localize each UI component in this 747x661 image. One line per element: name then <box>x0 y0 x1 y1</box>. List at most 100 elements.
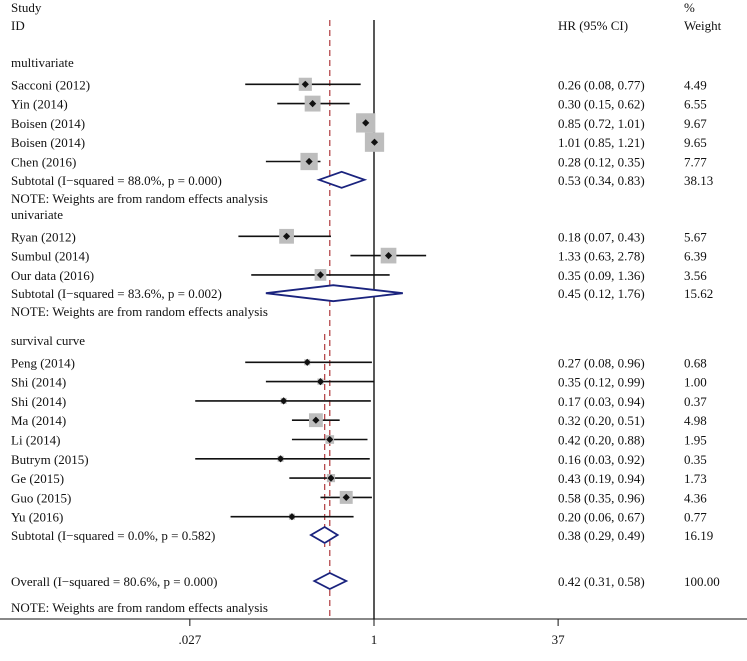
overall-ci-text: 0.42 (0.31, 0.58) <box>558 574 645 589</box>
study-label: Shi (2014) <box>11 375 66 390</box>
study-weight: 3.56 <box>684 268 707 283</box>
study-label: Ryan (2012) <box>11 229 76 244</box>
study-weight: 7.77 <box>684 155 707 170</box>
study-ci-text: 0.20 (0.06, 0.67) <box>558 510 645 525</box>
study-ci-text: 0.28 (0.12, 0.35) <box>558 155 645 170</box>
point-estimate <box>316 271 325 279</box>
study-weight: 1.00 <box>684 375 707 390</box>
study-weight: 1.73 <box>684 471 707 486</box>
study-label: Sacconi (2012) <box>11 77 90 92</box>
study-weight: 0.37 <box>684 394 707 409</box>
header-percent: % <box>684 0 695 15</box>
x-tick-label: 37 <box>552 632 566 647</box>
study-ci-text: 0.17 (0.03, 0.94) <box>558 394 645 409</box>
study-ci-text: 0.32 (0.20, 0.51) <box>558 413 645 428</box>
x-axis: .027 1 37 <box>0 618 747 647</box>
subgroup-label: survival curve <box>11 333 85 348</box>
point-estimate <box>362 119 370 127</box>
subtotal-label: Subtotal (I−squared = 0.0%, p = 0.582) <box>11 528 215 543</box>
subgroup-note: NOTE: Weights are from random effects an… <box>11 304 268 319</box>
study-ci-text: 0.27 (0.08, 0.96) <box>558 355 645 370</box>
subtotal-ci-text: 0.38 (0.29, 0.49) <box>558 528 645 543</box>
point-estimate <box>288 513 296 521</box>
text-layer: Study ID HR (95% CI) % Weight multivaria… <box>11 0 722 615</box>
study-weight: 4.49 <box>684 77 707 92</box>
point-estimate <box>384 252 393 260</box>
study-ci-text: 0.85 (0.72, 1.01) <box>558 116 645 131</box>
subgroup-label: univariate <box>11 207 63 222</box>
point-estimate <box>316 378 325 386</box>
header-id: ID <box>11 18 25 33</box>
header-hr: HR (95% CI) <box>558 18 628 33</box>
subtotal-ci-text: 0.45 (0.12, 1.76) <box>558 286 645 301</box>
study-label: Yu (2016) <box>11 510 63 525</box>
study-weight: 0.35 <box>684 452 707 467</box>
study-weight: 9.65 <box>684 135 707 150</box>
study-ci-text: 0.58 (0.35, 0.96) <box>558 490 645 505</box>
study-weight: 0.77 <box>684 510 707 525</box>
header-study: Study <box>11 0 42 15</box>
study-label: Yin (2014) <box>11 97 68 112</box>
point-estimate <box>326 435 334 444</box>
study-label: Our data (2016) <box>11 268 94 283</box>
subgroup-note: NOTE: Weights are from random effects an… <box>11 191 268 206</box>
study-label: Butrym (2015) <box>11 452 89 467</box>
point-estimate <box>327 474 335 482</box>
overall-diamond <box>312 571 349 591</box>
study-weight: 6.39 <box>684 249 707 264</box>
study-ci-text: 1.01 (0.85, 1.21) <box>558 135 645 150</box>
subgroup-label: multivariate <box>11 55 74 70</box>
point-estimate <box>301 80 309 88</box>
study-weight: 4.98 <box>684 413 707 428</box>
x-tick-label: 1 <box>371 632 378 647</box>
study-label: Shi (2014) <box>11 394 66 409</box>
study-weight: 5.67 <box>684 229 707 244</box>
subtotal-diamond <box>265 284 403 303</box>
marks-layer <box>195 77 427 591</box>
header-weight: Weight <box>684 18 722 33</box>
point-estimate <box>370 138 379 146</box>
subtotal-weight: 15.62 <box>684 286 713 301</box>
study-label: Peng (2014) <box>11 355 75 370</box>
reference-lines-layer <box>324 20 375 619</box>
point-estimate <box>342 493 350 501</box>
point-estimate <box>305 157 313 166</box>
study-weight: 9.67 <box>684 116 707 131</box>
study-weight: 0.68 <box>684 355 707 370</box>
point-estimate <box>276 455 285 463</box>
study-ci-text: 0.35 (0.09, 1.36) <box>558 268 645 283</box>
study-ci-text: 0.26 (0.08, 0.77) <box>558 77 645 92</box>
study-label: Boisen (2014) <box>11 116 85 131</box>
point-estimate <box>312 416 320 424</box>
study-ci-text: 0.43 (0.19, 0.94) <box>558 471 645 486</box>
overall-label: Overall (I−squared = 80.6%, p = 0.000) <box>11 574 217 589</box>
study-label: Ge (2015) <box>11 471 64 486</box>
overall-weight: 100.00 <box>684 574 720 589</box>
point-estimate <box>282 232 291 240</box>
study-label: Guo (2015) <box>11 490 71 505</box>
study-weight: 4.36 <box>684 490 707 505</box>
point-estimate <box>280 397 288 405</box>
subtotal-diamond <box>316 170 368 189</box>
study-ci-text: 0.16 (0.03, 0.92) <box>558 452 645 467</box>
point-estimate <box>303 358 311 366</box>
subtotal-diamond <box>309 525 340 545</box>
subtotal-label: Subtotal (I−squared = 88.0%, p = 0.000) <box>11 173 222 188</box>
footer-note: NOTE: Weights are from random effects an… <box>11 600 268 615</box>
subtotal-weight: 38.13 <box>684 173 713 188</box>
study-ci-text: 1.33 (0.63, 2.78) <box>558 249 645 264</box>
point-estimate <box>309 100 317 108</box>
study-label: Ma (2014) <box>11 413 66 428</box>
study-label: Boisen (2014) <box>11 135 85 150</box>
study-ci-text: 0.35 (0.12, 0.99) <box>558 375 645 390</box>
study-weight: 1.95 <box>684 433 707 448</box>
subtotal-label: Subtotal (I−squared = 83.6%, p = 0.002) <box>11 286 222 301</box>
subtotal-ci-text: 0.53 (0.34, 0.83) <box>558 173 645 188</box>
subtotal-weight: 16.19 <box>684 528 713 543</box>
study-ci-text: 0.42 (0.20, 0.88) <box>558 433 645 448</box>
study-label: Li (2014) <box>11 433 60 448</box>
study-ci-text: 0.18 (0.07, 0.43) <box>558 229 645 244</box>
study-ci-text: 0.30 (0.15, 0.62) <box>558 97 645 112</box>
